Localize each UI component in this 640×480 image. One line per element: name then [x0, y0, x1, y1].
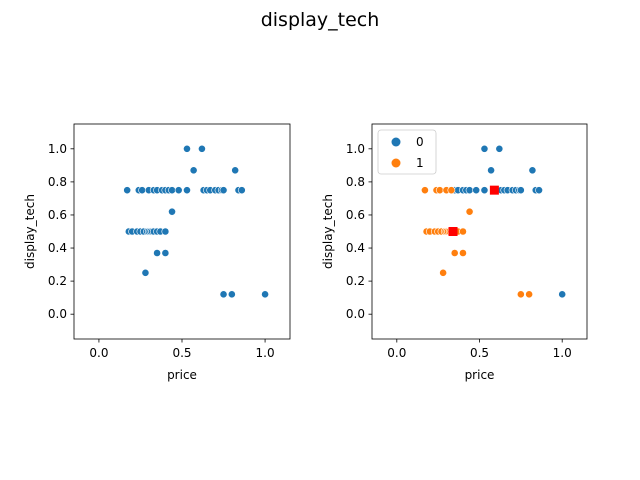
scatter-panel-left: 0.0 0.5 1.0 0.0 0.2 0.4 0.6 0.8 1.0 price display_…: [23, 123, 291, 382]
axes-frame: [73, 123, 291, 340]
legend-box: [377, 129, 437, 175]
scatter-point-series-0: [138, 186, 147, 195]
scatter-point-series-1: [465, 207, 474, 216]
scatter-point-series-0: [168, 207, 176, 216]
y-tick-label: 1.0: [346, 142, 365, 156]
scatter-point-series-0: [231, 166, 240, 175]
legend-label: 1: [416, 156, 424, 170]
y-tick-label: 1.0: [48, 142, 67, 156]
scatter-point-series-0: [261, 290, 269, 299]
legend-label: 0: [416, 135, 424, 149]
y-tick-label: 0.6: [48, 208, 67, 222]
y-tick-label: 0.4: [346, 241, 365, 255]
y-tick-label: 0.8: [48, 175, 67, 189]
x-tick-label: 1.0: [256, 346, 275, 360]
x-tick-label: 1.0: [553, 346, 572, 360]
x-axis-label: price: [167, 368, 197, 382]
scatter-point-series-0: [495, 144, 504, 153]
y-axis-label: display_tech: [321, 194, 335, 269]
scatter-point-series-0: [480, 144, 489, 153]
scatter-point-series-0: [465, 186, 474, 195]
scatter-point-series-0: [141, 268, 150, 277]
scatter-point-series-0: [123, 186, 132, 195]
legend-marker: [391, 158, 401, 168]
y-tick-label: 0.0: [48, 307, 67, 321]
scatter-point-series-0: [535, 186, 543, 195]
scatter-point-series-0: [528, 166, 537, 175]
scatter-point-series-1: [525, 290, 534, 299]
scatter-point-series-0: [472, 186, 481, 195]
scatter-point-series-0: [174, 186, 183, 195]
scatter-point-series-0: [480, 186, 489, 195]
scatter-point-series-0: [219, 290, 228, 299]
scatter-point-series-1: [447, 186, 456, 195]
scatter-point-series-0: [153, 249, 161, 257]
scatter-point-series-0: [487, 166, 495, 175]
legend-marker: [391, 137, 401, 147]
scatter-point-series-1: [459, 249, 467, 257]
y-axis-label: display_tech: [23, 194, 37, 269]
scatter-point-series-0: [516, 186, 525, 195]
centroid-marker: [448, 227, 458, 236]
y-tick-label: 0.2: [48, 274, 67, 288]
scatter-point-series-0: [198, 144, 206, 153]
scatter-point-series-1: [439, 268, 448, 277]
scatter-point-series-0: [219, 186, 228, 195]
y-tick-label: 0.2: [346, 274, 365, 288]
scatter-point-series-1: [421, 186, 429, 195]
scatter-point-series-0: [183, 186, 191, 195]
y-tick-label: 0.8: [346, 175, 365, 189]
legend: 01: [377, 129, 437, 175]
scatter-point-series-0: [168, 186, 176, 195]
scatter-panel-right: 0.0 0.5 1.0 0.0 0.2 0.4 0.6 0.8 1.0 price display_…: [321, 123, 588, 382]
centroid-marker: [489, 185, 499, 195]
figure-title: display_tech: [261, 9, 380, 31]
scatter-point-series-1: [450, 249, 459, 257]
scatter-point-series-1: [516, 290, 525, 299]
scatter-point-series-0: [227, 290, 236, 299]
scatter-point-series-1: [459, 227, 467, 236]
scatter-point-series-0: [189, 166, 198, 175]
scatter-point-series-0: [237, 186, 246, 195]
scatter-point-series-0: [161, 227, 170, 236]
x-tick-label: 0.5: [470, 346, 489, 360]
y-tick-label: 0.6: [346, 208, 365, 222]
y-tick-label: 0.4: [48, 241, 67, 255]
x-axis-label: price: [465, 368, 495, 382]
x-tick-label: 0.0: [387, 346, 406, 360]
scatter-point-series-1: [435, 186, 444, 195]
y-tick-label: 0.0: [346, 307, 365, 321]
x-tick-label: 0.0: [89, 346, 108, 360]
scatter-point-series-0: [558, 290, 567, 299]
x-tick-label: 0.5: [172, 346, 191, 360]
scatter-point-series-0: [161, 249, 170, 257]
scatter-point-series-0: [183, 144, 191, 153]
